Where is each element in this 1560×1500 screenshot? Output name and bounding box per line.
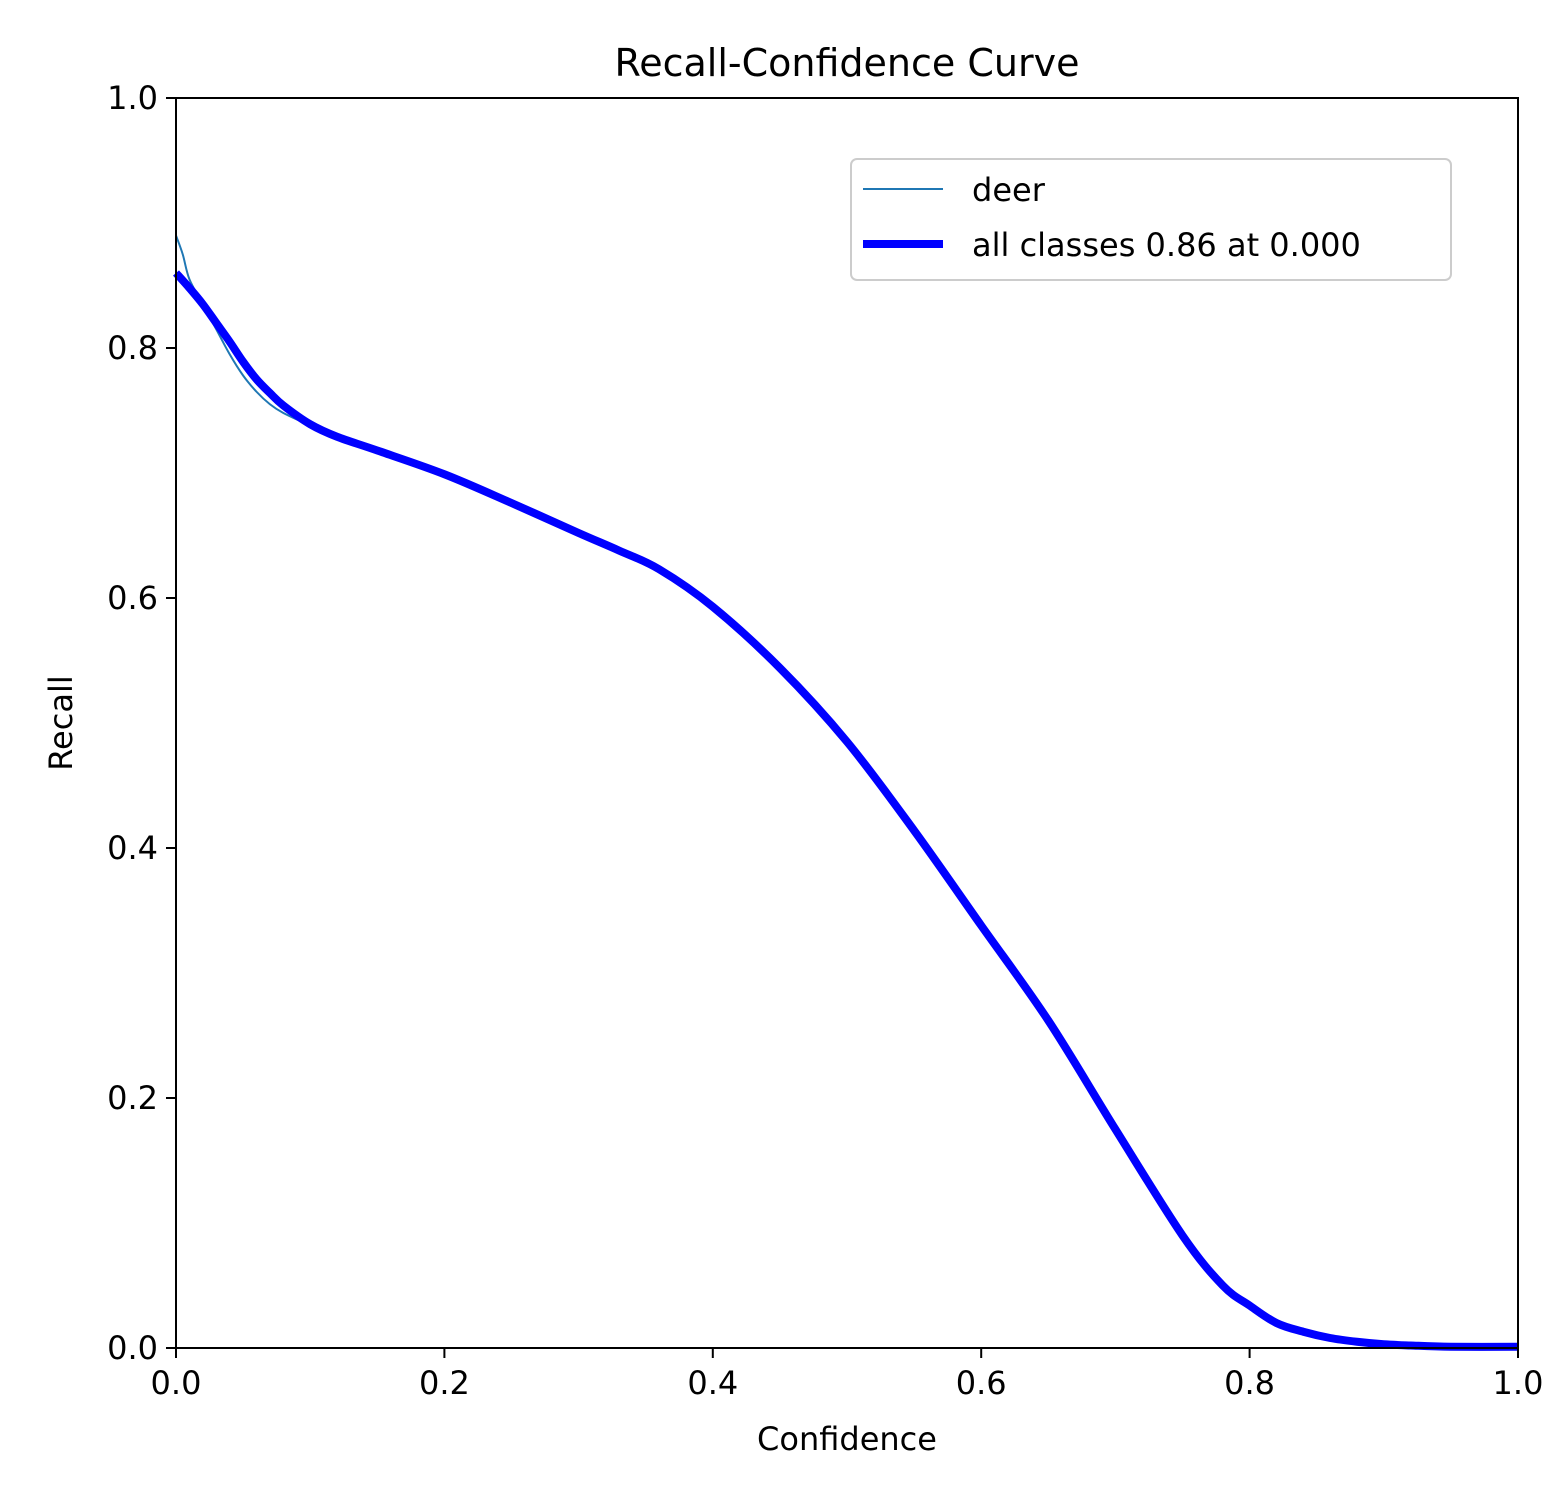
legend: deer all classes 0.86 at 0.000 xyxy=(850,158,1452,281)
y-tick-label: 0.0 xyxy=(107,1329,158,1367)
y-tick-label: 0.4 xyxy=(107,829,158,867)
series-layer xyxy=(173,235,1519,1351)
chart-title: Recall-Confidence Curve xyxy=(615,41,1080,85)
y-tick-label: 0.2 xyxy=(107,1079,158,1117)
y-axis-ticks: 0.0 0.2 0.4 0.6 0.8 1.0 xyxy=(107,79,176,1367)
x-tick-label: 0.4 xyxy=(687,1364,738,1402)
y-tick-label: 0.6 xyxy=(107,579,158,617)
x-tick-label: 1.0 xyxy=(1493,1364,1544,1402)
x-tick-label: 0.0 xyxy=(151,1364,202,1402)
y-tick-label: 1.0 xyxy=(107,79,158,117)
series-line-all-classes xyxy=(173,270,1519,1351)
legend-label-deer: deer xyxy=(972,171,1046,209)
x-tick-label: 0.8 xyxy=(1224,1364,1275,1402)
y-axis-label: Recall xyxy=(42,675,80,770)
axes-frame xyxy=(175,97,1519,1349)
legend-box xyxy=(850,158,1452,281)
x-tick-label: 0.6 xyxy=(956,1364,1007,1402)
legend-label-all-classes: all classes 0.86 at 0.000 xyxy=(972,226,1361,264)
x-axis-ticks: 0.0 0.2 0.4 0.6 0.8 1.0 xyxy=(151,1348,1544,1402)
x-axis-label: Confidence xyxy=(757,1420,937,1458)
y-tick-label: 0.8 xyxy=(107,329,158,367)
x-tick-label: 0.2 xyxy=(419,1364,470,1402)
plot-area xyxy=(173,97,1519,1351)
